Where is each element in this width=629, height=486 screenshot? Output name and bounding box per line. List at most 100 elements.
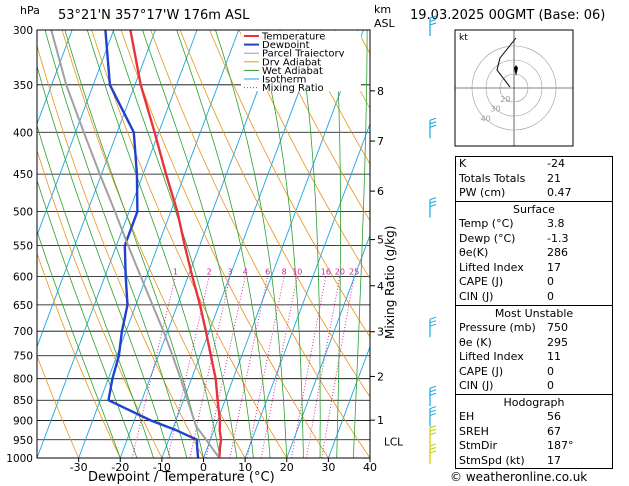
wind-barb-flag bbox=[429, 197, 437, 201]
dry-adiabat-line bbox=[61, 30, 246, 458]
hodograph-title: Hodograph bbox=[503, 396, 565, 409]
x-tick-label: -30 bbox=[70, 461, 88, 474]
x-tick-label: 0 bbox=[200, 461, 207, 474]
mu-row: CIN (J) 0 bbox=[459, 379, 554, 393]
dry-adiabat-line bbox=[37, 252, 121, 458]
parcel-trajectory-line bbox=[50, 30, 221, 458]
index-row-k: K -24 bbox=[459, 157, 565, 170]
dry-adiabat-line bbox=[120, 30, 329, 458]
wind-barb-flag bbox=[429, 22, 437, 26]
wind-barb-flag bbox=[429, 425, 437, 429]
wind-barb-flag bbox=[429, 204, 437, 208]
dry-adiabat-line bbox=[91, 30, 288, 458]
km-tick-label: 8 bbox=[377, 85, 384, 98]
dry-adiabat-line bbox=[37, 44, 204, 458]
hodograph-ring bbox=[499, 73, 529, 103]
mixing-ratio-line bbox=[305, 276, 341, 458]
legend-isotherm: Isotherm bbox=[262, 75, 306, 86]
most-unstable-table: Most Unstable Pressure (mb) 750 θe (K) 295… bbox=[455, 305, 613, 395]
dry-adiabat-line bbox=[238, 30, 370, 280]
isotherm-line bbox=[37, 30, 73, 126]
wind-barb-flag bbox=[429, 121, 437, 125]
wet-adiabat-line bbox=[112, 30, 238, 458]
surface-row: CAPE (J) 0 bbox=[459, 275, 554, 289]
dewpoint-line bbox=[104, 30, 200, 458]
mixing-ratio-line bbox=[229, 276, 269, 458]
mu-row: θe (K) 295 bbox=[459, 335, 568, 349]
hodograph-ring bbox=[471, 45, 557, 131]
km-tick-label: 7 bbox=[377, 135, 384, 148]
wet-adiabat-line bbox=[352, 30, 368, 458]
surface-row: CIN (J) 0 bbox=[459, 289, 554, 303]
y-axis-right-title: Mixing Ratio (g/kg) bbox=[383, 225, 397, 339]
mixing-ratio-label: 25 bbox=[349, 267, 359, 276]
mixing-ratio-line bbox=[189, 276, 231, 458]
location-title: 53°21'N 357°17'W 176m ASL bbox=[58, 8, 250, 23]
wet-adiabat-line bbox=[297, 30, 321, 458]
isotherm-line bbox=[78, 30, 240, 458]
km-label: km bbox=[374, 3, 392, 16]
surface-row: Lifted Index 17 bbox=[459, 260, 561, 274]
isotherm-line bbox=[203, 30, 364, 458]
surface-title: Surface bbox=[513, 203, 555, 216]
dry-adiabat-line bbox=[209, 30, 370, 338]
wet-adiabat-line bbox=[44, 30, 188, 458]
pressure-tick-label: 500 bbox=[13, 207, 33, 219]
legend-parcel: Parcel Trajectory bbox=[262, 49, 345, 60]
wind-barb-flag bbox=[429, 413, 437, 417]
wind-barb-flag bbox=[429, 406, 437, 410]
dry-adiabat-line bbox=[297, 30, 370, 165]
dry-adiabat-line bbox=[623, 30, 629, 458]
pressure-tick-label: 1000 bbox=[6, 453, 33, 465]
pressure-tick-label: 550 bbox=[13, 240, 33, 252]
km-tick-label: 5 bbox=[377, 234, 384, 247]
pressure-tick-label: 300 bbox=[13, 25, 33, 37]
index-row-tt: Totals Totals 21 bbox=[459, 171, 561, 185]
datetime-label: 19.03.2025 00GMT (Base: 06) bbox=[410, 8, 606, 23]
x-tick-label: 30 bbox=[321, 461, 335, 474]
index-row-pw: PW (cm) 0.47 bbox=[459, 186, 572, 200]
wet-adiabat-line bbox=[176, 30, 271, 458]
pressure-tick-label: 450 bbox=[13, 169, 33, 181]
wind-barb-flag bbox=[429, 432, 437, 436]
hodo-row: StmDir 187° bbox=[459, 439, 574, 453]
km-tick-label: 6 bbox=[377, 185, 384, 198]
x-tick-label: 20 bbox=[280, 461, 294, 474]
mixing-ratio-line bbox=[321, 276, 355, 458]
wind-barb-flag bbox=[429, 392, 437, 396]
pressure-tick-label: 950 bbox=[13, 435, 33, 447]
surface-row: Dewp (°C) -1.3 bbox=[459, 231, 569, 245]
isotherm-line bbox=[327, 345, 370, 458]
km-tick-label: 3 bbox=[377, 326, 384, 339]
x-tick-label: -10 bbox=[153, 461, 171, 474]
hodograph-ring-label: 30 bbox=[490, 105, 500, 114]
mixing-ratio-line bbox=[205, 276, 246, 458]
wind-barb-flag bbox=[429, 200, 437, 204]
mixing-ratio-line bbox=[131, 276, 176, 458]
mixing-ratio-label: 10 bbox=[292, 267, 302, 276]
isotherm-line bbox=[37, 30, 198, 458]
x-tick-label: -20 bbox=[111, 461, 129, 474]
wet-adiabat-line bbox=[334, 30, 341, 458]
hodograph-ring-label: 20 bbox=[500, 95, 510, 104]
x-tick-label: 10 bbox=[238, 461, 252, 474]
legend-temperature: Temperature bbox=[261, 32, 325, 43]
footer-credit: © weatheronline.co.uk bbox=[450, 470, 588, 484]
wet-adiabat-line bbox=[86, 30, 221, 458]
wet-adiabat-line bbox=[142, 30, 254, 458]
legend-wet-adiabat: Wet Adiabat bbox=[262, 66, 323, 77]
x-axis-title: Dewpoint / Temperature (°C) bbox=[88, 470, 275, 485]
hodograph-kt-label: kt bbox=[459, 33, 468, 43]
dry-adiabat-line bbox=[37, 354, 79, 458]
hodo-row: EH 56 bbox=[459, 410, 561, 423]
isotherm-line bbox=[244, 122, 370, 458]
wet-adiabat-line bbox=[37, 229, 121, 458]
asl-label: ASL bbox=[374, 17, 395, 30]
wind-barb-flag bbox=[429, 447, 437, 450]
dry-adiabat-line bbox=[150, 30, 370, 458]
wet-adiabat-line bbox=[37, 64, 171, 458]
wind-barb-flag bbox=[429, 409, 437, 413]
isotherm-line bbox=[37, 30, 156, 348]
hodo-row: StmSpd (kt) 17 bbox=[459, 453, 561, 467]
surface-row: θe(K) 286 bbox=[459, 246, 568, 260]
